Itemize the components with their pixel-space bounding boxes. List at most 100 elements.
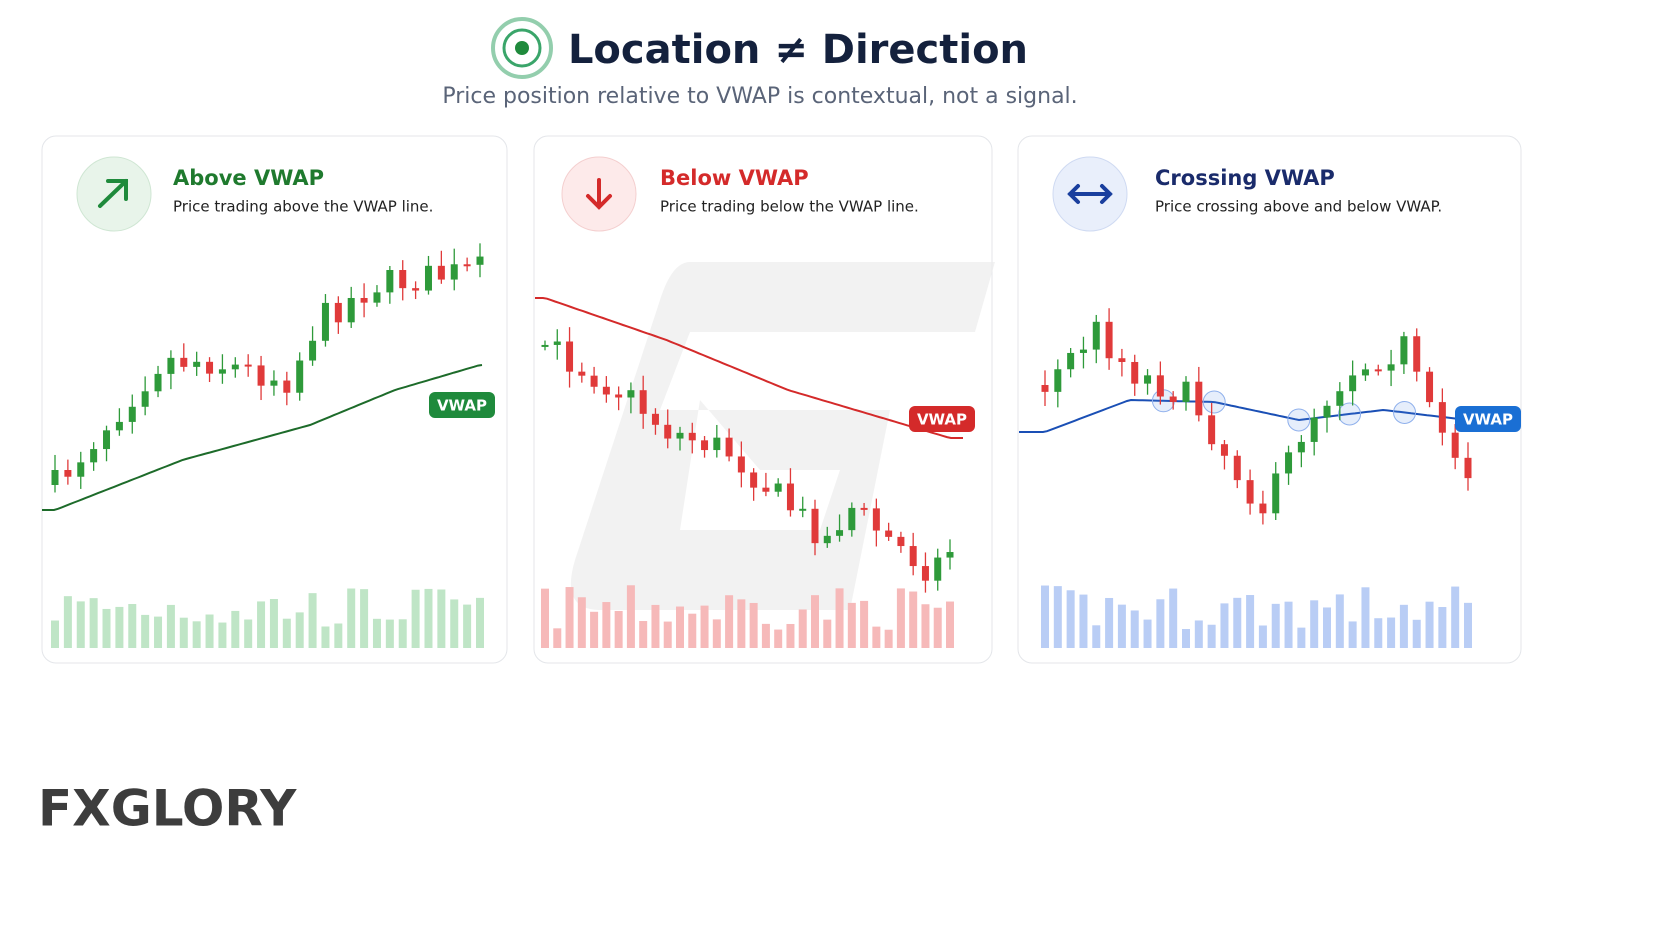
card	[1017, 135, 1522, 664]
volume-bar	[909, 591, 918, 648]
icon-down	[561, 156, 637, 232]
volume-bar	[933, 607, 942, 648]
candle-body	[1246, 480, 1254, 504]
panel-description: Price trading above the VWAP line.	[173, 198, 433, 216]
volume-bar	[1092, 625, 1101, 648]
candle-body	[1041, 385, 1049, 392]
volume-bar	[786, 623, 795, 648]
volume-bar	[141, 614, 150, 648]
volume-bar	[823, 619, 832, 648]
volume-bar	[1079, 594, 1088, 648]
candle-body	[1233, 455, 1241, 481]
volume-bar	[1464, 602, 1472, 648]
volume-bar	[1182, 629, 1190, 648]
candle-body	[1438, 402, 1446, 433]
candle-body	[128, 406, 136, 422]
candle-body	[1387, 364, 1395, 371]
volume-bar	[749, 602, 758, 648]
logo: FXGLORY	[38, 780, 297, 838]
volume-bar	[463, 604, 472, 648]
volume-bar	[360, 589, 369, 648]
candle-body	[676, 432, 684, 439]
candle-body	[713, 437, 721, 451]
panel-title: Above VWAP	[173, 166, 324, 190]
volume-bar	[1297, 627, 1306, 648]
volume-bar	[1130, 610, 1139, 648]
vwap-label-text: VWAP	[1463, 411, 1513, 429]
vwap-line	[535, 297, 963, 439]
volume-bar	[1041, 585, 1049, 648]
candle-body	[762, 487, 770, 492]
icon-cross	[1052, 156, 1128, 232]
volume-bar	[1451, 586, 1460, 648]
vwap-label-text: VWAP	[917, 411, 967, 429]
volume-bar	[282, 618, 291, 648]
candle-body	[860, 507, 868, 510]
vwap-line	[42, 364, 483, 511]
volume-bar	[1105, 597, 1114, 648]
volume-bar	[231, 610, 240, 648]
volume-bar	[437, 589, 446, 648]
candle-body	[399, 270, 407, 289]
volume-bar	[218, 622, 227, 648]
candle-body	[664, 424, 672, 439]
candle-body	[270, 380, 278, 386]
candle-body	[1400, 336, 1408, 365]
vwap-label-bg	[909, 406, 975, 432]
candle-body	[1426, 371, 1434, 403]
volume-bar	[1066, 590, 1075, 648]
volume-bar	[590, 611, 599, 648]
candle-body	[180, 357, 188, 367]
candle-body	[1451, 432, 1459, 458]
candle-body	[386, 270, 394, 293]
candle-body	[921, 566, 929, 581]
candle-body	[1118, 358, 1126, 362]
page-subtitle: Price position relative to VWAP is conte…	[442, 84, 1077, 109]
volume-bar	[244, 619, 253, 648]
volume-bar	[257, 601, 266, 648]
card	[41, 135, 508, 664]
candle-body	[218, 369, 226, 374]
candle-body	[1220, 444, 1228, 456]
candle-body	[799, 508, 807, 511]
volume-bar	[737, 599, 746, 648]
volume-bar	[1156, 599, 1165, 648]
candle-body	[786, 483, 794, 511]
volume-bar	[179, 617, 188, 648]
cross-marker	[1338, 402, 1362, 426]
candle-body	[541, 344, 549, 347]
volume-bar	[476, 597, 484, 648]
volume-bar	[1361, 587, 1370, 648]
volume-bar	[321, 626, 330, 648]
volume-bar	[553, 628, 562, 648]
volume-bar	[1220, 603, 1229, 648]
icon-up	[76, 156, 152, 232]
candle-body	[193, 361, 201, 367]
volume-bar	[1271, 603, 1280, 648]
volume-bar	[1194, 620, 1203, 648]
volume-bar	[1387, 617, 1396, 648]
candle-body	[1182, 381, 1190, 402]
candle-body	[1297, 441, 1305, 453]
volume-bar	[450, 599, 459, 648]
candle-body	[1156, 375, 1164, 397]
volume-bar	[725, 595, 734, 648]
candle-body	[897, 536, 905, 547]
candle-body	[1195, 381, 1203, 416]
volume-bar	[798, 609, 807, 648]
candle-body	[1323, 405, 1331, 418]
volume-bar	[205, 614, 214, 648]
volume-bar	[946, 601, 954, 648]
volume-bar	[761, 623, 770, 648]
candle-body	[1310, 417, 1318, 442]
candle-body	[639, 390, 647, 414]
volume-bar	[308, 593, 317, 648]
volume-bar	[1258, 625, 1267, 648]
vwap-label-bg	[1455, 406, 1521, 432]
panel-description: Price crossing above and below VWAP.	[1155, 198, 1442, 216]
volume-bar	[639, 621, 648, 648]
volume-bar	[847, 602, 856, 648]
candle-body	[1054, 369, 1062, 392]
volume-bar	[860, 600, 869, 648]
volume-bar	[63, 596, 72, 648]
